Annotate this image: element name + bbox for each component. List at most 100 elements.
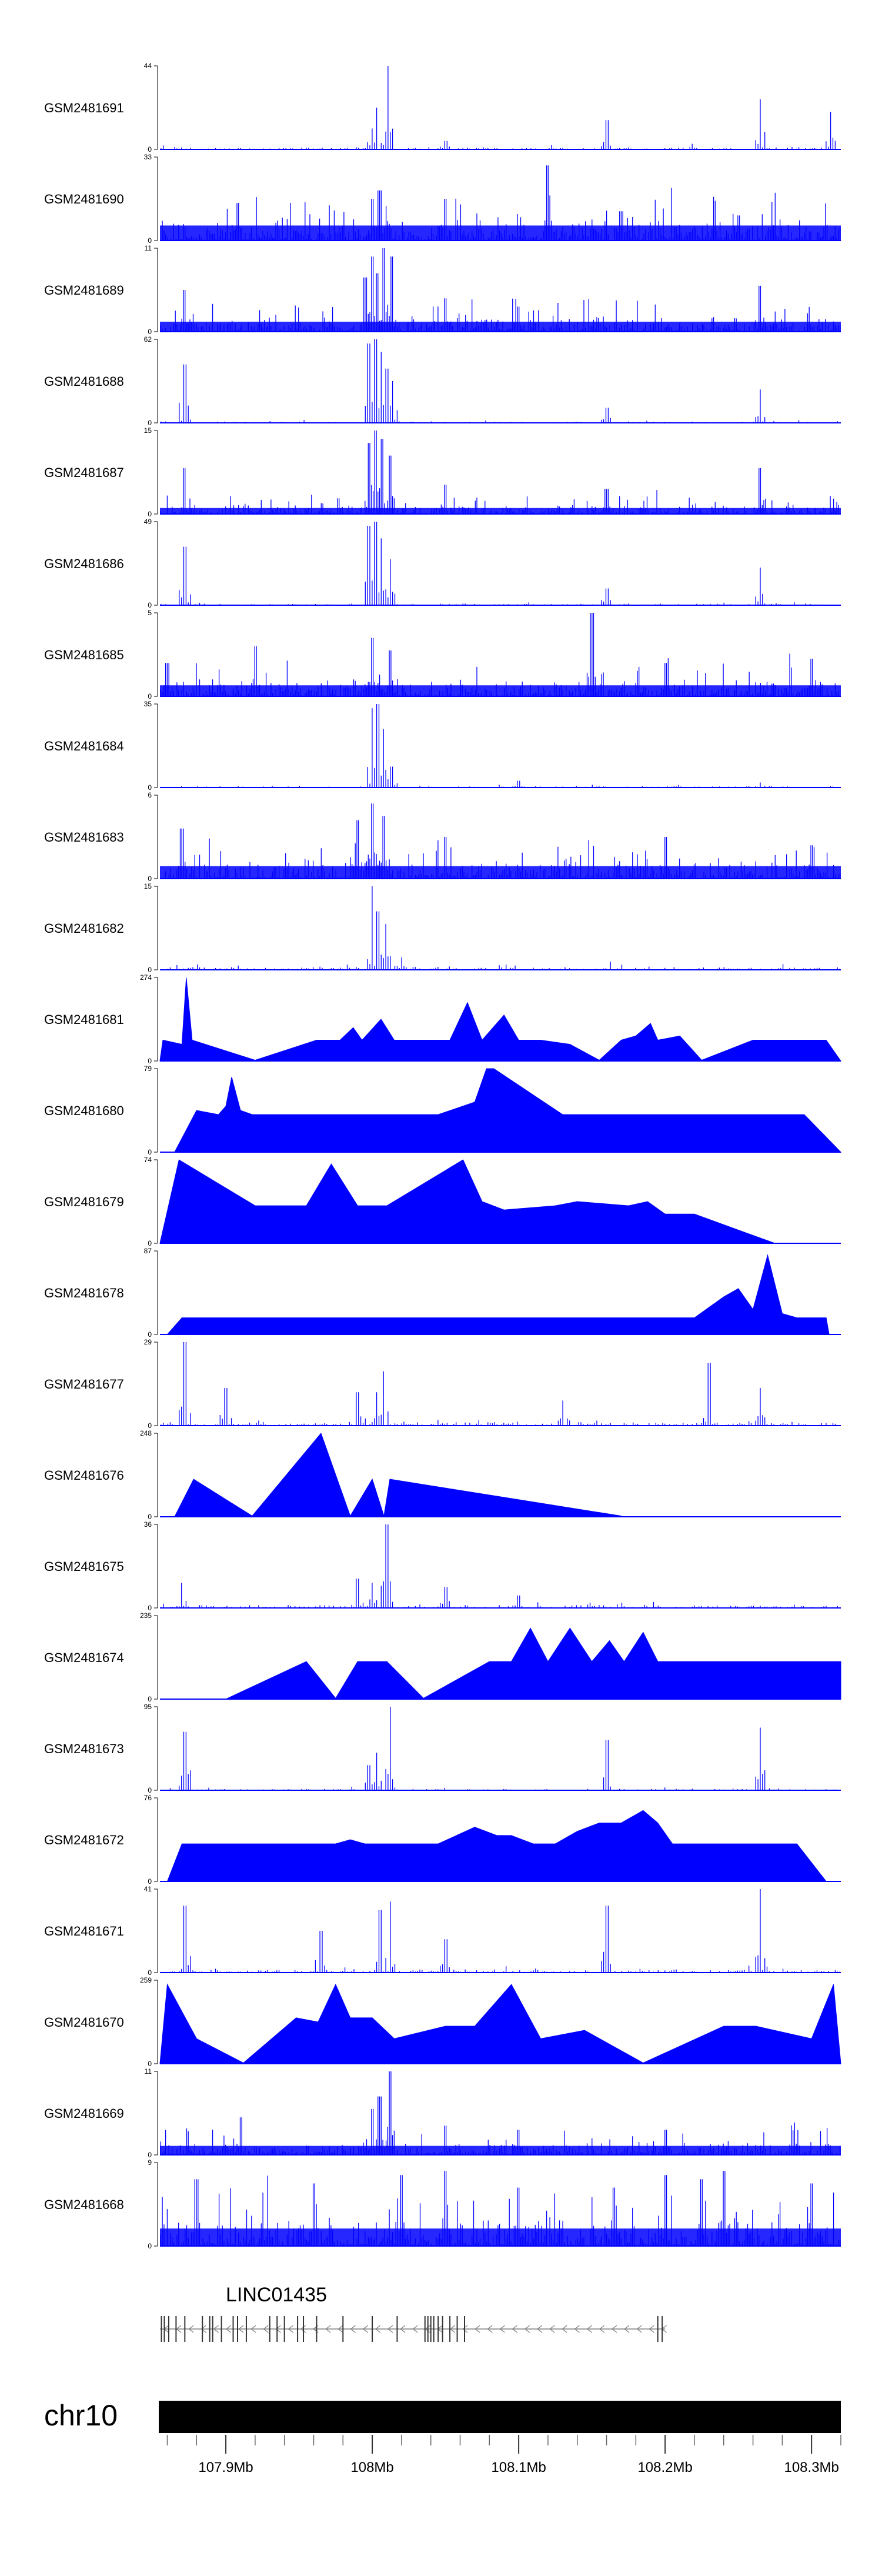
y-max-label: 11 (145, 244, 152, 252)
y-max-label: 74 (144, 1156, 152, 1164)
chromosome-bar (159, 2401, 841, 2433)
y-min-label: 0 (148, 510, 152, 518)
track-GSM2481670: GSM2481670 259 0 (44, 1976, 841, 2068)
strand-arrow-icon (562, 2325, 567, 2333)
y-min-label: 0 (148, 1057, 152, 1065)
strand-arrow-icon (649, 2325, 654, 2333)
strand-arrow-icon (362, 2325, 369, 2333)
track-GSM2481673: GSM2481673 95 0 (44, 1703, 841, 1794)
track-label: GSM2481687 (44, 465, 124, 480)
signal-bars (161, 66, 836, 149)
track-label: GSM2481679 (44, 1194, 124, 1209)
track-label: GSM2481672 (44, 1833, 124, 1847)
strand-arrow-icon (275, 2325, 281, 2333)
signal-area (174, 1068, 842, 1153)
track-GSM2481688: GSM2481688 62 0 (44, 335, 841, 427)
signal-bars (161, 1342, 838, 1426)
y-max-label: 41 (144, 1885, 152, 1893)
strand-arrow-icon (375, 2325, 381, 2333)
y-min-label: 0 (148, 875, 152, 883)
axis-tick-label: 108.1Mb (491, 2460, 546, 2475)
strand-arrow-icon (338, 2325, 343, 2333)
track-GSM2481690: GSM2481690 33 0 (44, 153, 841, 245)
track-label: GSM2481678 (44, 1286, 124, 1300)
strand-arrow-icon (350, 2325, 356, 2333)
y-max-label: 274 (140, 973, 152, 982)
strand-arrow-icon (612, 2325, 617, 2333)
strand-arrow-icon (250, 2325, 256, 2333)
signal-area (159, 977, 841, 1062)
y-min-label: 0 (148, 145, 152, 154)
y-min-label: 0 (148, 419, 152, 427)
signal-bars (161, 339, 838, 423)
y-max-label: 33 (144, 153, 152, 161)
track-label: GSM2481690 (44, 192, 124, 206)
y-max-label: 29 (144, 1338, 152, 1346)
axis-tick-label: 108.2Mb (637, 2460, 692, 2475)
track-GSM2481671: GSM2481671 41 0 (44, 1885, 841, 1977)
signal-bars (161, 1889, 840, 1973)
track-GSM2481674: GSM2481674 235 0 (44, 1611, 841, 1703)
y-max-label: 35 (144, 700, 152, 708)
y-max-label: 11 (145, 2067, 152, 2076)
strand-arrow-icon (387, 2325, 393, 2333)
y-max-label: 87 (144, 1247, 152, 1255)
track-label: GSM2481685 (44, 648, 124, 662)
track-GSM2481676: GSM2481676 248 0 (44, 1429, 841, 1521)
signal-area (159, 1159, 776, 1244)
axis-tick-label: 108.3Mb (784, 2460, 838, 2475)
y-min-label: 0 (148, 1422, 152, 1430)
signal-area (159, 1983, 841, 2064)
track-GSM2481680: GSM2481680 79 0 (44, 1065, 842, 1156)
chromosome-ideogram: chr10 107.9Mb 108Mb 108.1Mb 108.2Mb 108.3Mb (44, 2399, 841, 2475)
y-min-label: 0 (148, 236, 152, 245)
strand-arrow-icon (524, 2325, 530, 2333)
strand-arrow-icon (412, 2325, 418, 2333)
track-GSM2481685: GSM2481685 5 0 (44, 609, 841, 700)
strand-arrow-icon (188, 2325, 194, 2333)
signal-area (225, 1627, 841, 1700)
track-GSM2481691: GSM2481691 44 0 (44, 62, 841, 154)
track-GSM2481669: GSM2481669 11 0 (44, 2067, 841, 2159)
y-min-label: 0 (148, 1968, 152, 1977)
y-min-label: 0 (148, 966, 152, 974)
track-label: GSM2481688 (44, 374, 124, 389)
signal-area (166, 1254, 830, 1335)
y-max-label: 49 (144, 518, 152, 526)
y-max-label: 248 (140, 1429, 152, 1437)
track-label: GSM2481680 (44, 1103, 124, 1118)
track-label: GSM2481682 (44, 921, 124, 936)
track-GSM2481672: GSM2481672 76 0 (44, 1794, 841, 1886)
axis-tick-label: 108Mb (350, 2460, 393, 2475)
track-GSM2481686: GSM2481686 49 0 (44, 518, 841, 609)
strand-arrow-icon (512, 2325, 518, 2333)
signal-floor (160, 866, 841, 879)
signal-bars (161, 886, 840, 970)
signal-area (166, 1810, 827, 1882)
track-label: GSM2481668 (44, 2197, 124, 2212)
signal-bars (160, 248, 841, 332)
track-GSM2481678: GSM2481678 87 0 (44, 1247, 841, 1339)
strand-arrow-icon (574, 2325, 580, 2333)
track-GSM2481682: GSM2481682 15 0 (44, 882, 841, 974)
signal-floor (160, 225, 841, 241)
track-GSM2481668: GSM2481668 9 0 (44, 2158, 841, 2250)
strand-arrow-icon (475, 2325, 480, 2333)
signal-bars (160, 431, 841, 514)
y-max-label: 15 (144, 882, 152, 890)
y-min-label: 0 (148, 1786, 152, 1794)
y-min-label: 0 (148, 1330, 152, 1339)
track-label: GSM2481681 (44, 1012, 124, 1027)
signal-bars (161, 522, 836, 605)
y-max-label: 76 (144, 1794, 152, 1802)
signal-tracks: GSM2481691440GSM2481690330GSM2481689110G… (44, 62, 842, 2250)
strand-arrow-icon (549, 2325, 555, 2333)
y-min-label: 0 (148, 783, 152, 792)
y-max-label: 6 (148, 791, 152, 799)
signal-floor (160, 685, 841, 696)
y-min-label: 0 (148, 2242, 152, 2250)
track-label: GSM2481675 (44, 1559, 124, 1574)
signal-bars (161, 1707, 836, 1790)
strand-arrow-icon (288, 2325, 293, 2333)
y-min-label: 0 (148, 2151, 152, 2159)
